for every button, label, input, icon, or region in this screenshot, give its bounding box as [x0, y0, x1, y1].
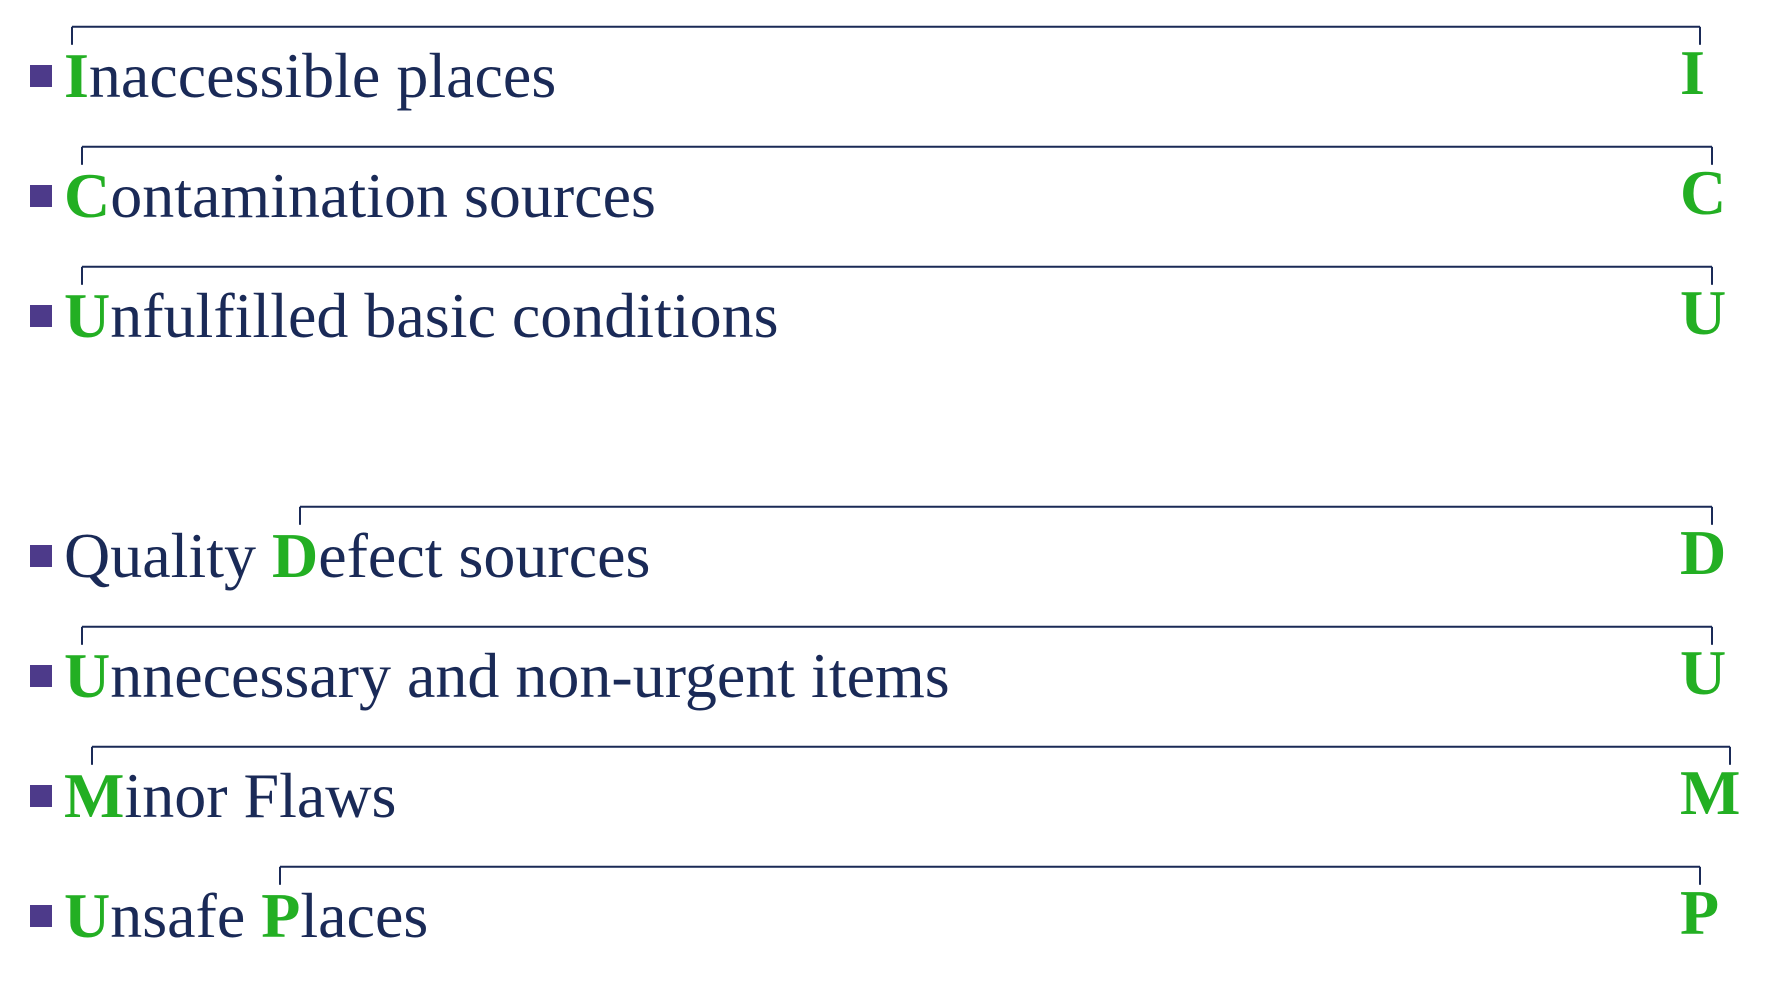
acronym-letter: M: [1680, 756, 1740, 830]
item-row: Contamination sources: [30, 159, 656, 233]
item-phrase: Minor Flaws: [64, 759, 396, 833]
item-phrase: Unfulfilled basic conditions: [64, 279, 779, 353]
item-phrase: Unnecessary and non-urgent items: [64, 639, 950, 713]
bullet-icon: [30, 785, 52, 807]
item-phrase: Quality Defect sources: [64, 519, 650, 593]
phrase-segment: Quality: [64, 520, 272, 591]
phrase-segment: nnecessary and non-urgent items: [110, 640, 949, 711]
bullet-icon: [30, 905, 52, 927]
phrase-segment: laces: [300, 880, 428, 951]
bullet-icon: [30, 185, 52, 207]
highlight-letter: U: [64, 880, 110, 951]
acronym-letter: C: [1680, 156, 1726, 230]
highlight-letter: M: [64, 760, 124, 831]
item-row: Minor Flaws: [30, 759, 396, 833]
acronym-letter: D: [1680, 516, 1726, 590]
bullet-icon: [30, 545, 52, 567]
connectors-layer: [0, 0, 1778, 988]
acronym-letter: U: [1680, 636, 1726, 710]
highlight-letter: D: [272, 520, 318, 591]
highlight-letter: U: [64, 280, 110, 351]
phrase-segment: nsafe: [110, 880, 261, 951]
bullet-icon: [30, 65, 52, 87]
bullet-icon: [30, 305, 52, 327]
phrase-segment: nfulfilled basic conditions: [110, 280, 778, 351]
acronym-letter: P: [1680, 876, 1719, 950]
item-row: Unsafe Places: [30, 879, 428, 953]
item-phrase: Contamination sources: [64, 159, 656, 233]
bullet-icon: [30, 665, 52, 687]
acronym-letter: I: [1680, 36, 1705, 110]
diagram-root: Inaccessible placesIContamination source…: [0, 0, 1778, 988]
item-phrase: Unsafe Places: [64, 879, 428, 953]
item-row: Unfulfilled basic conditions: [30, 279, 779, 353]
acronym-letter: U: [1680, 276, 1726, 350]
item-row: Quality Defect sources: [30, 519, 650, 593]
highlight-letter: U: [64, 640, 110, 711]
phrase-segment: naccessible places: [89, 40, 556, 111]
phrase-segment: efect sources: [318, 520, 650, 591]
item-row: Inaccessible places: [30, 39, 556, 113]
phrase-segment: inor Flaws: [124, 760, 396, 831]
item-row: Unnecessary and non-urgent items: [30, 639, 950, 713]
highlight-letter: I: [64, 40, 89, 111]
highlight-letter: C: [64, 160, 110, 231]
phrase-segment: ontamination sources: [110, 160, 656, 231]
highlight-letter: P: [261, 880, 300, 951]
item-phrase: Inaccessible places: [64, 39, 556, 113]
